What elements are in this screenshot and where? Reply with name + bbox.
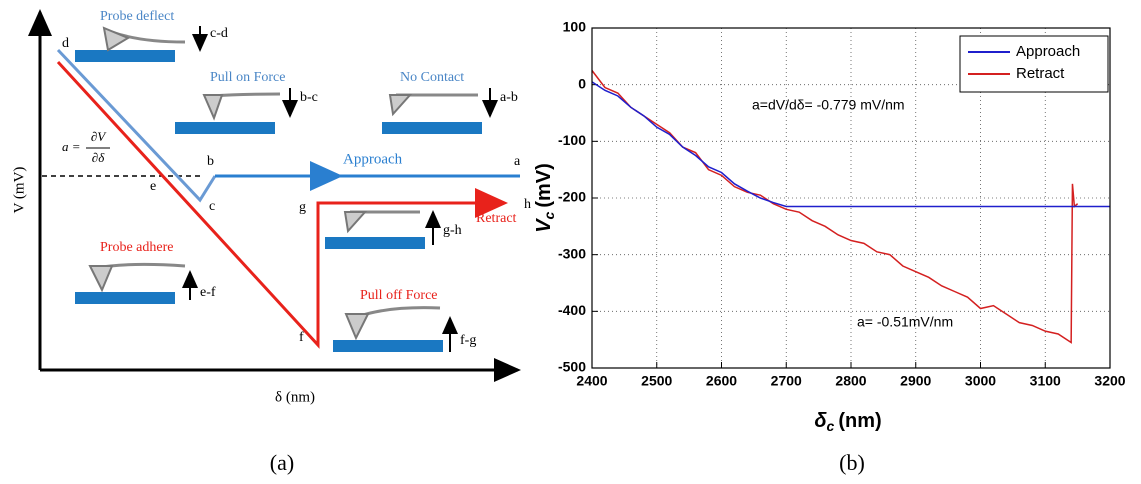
- retract-curve: [56, 60, 508, 349]
- x-tick-label: 2500: [641, 373, 672, 389]
- diagram: V (mV) δ (nm) Approach Retract d b a c e…: [11, 9, 531, 475]
- x-label-unit: (nm): [838, 410, 881, 432]
- state-title: Pull on Force: [210, 70, 285, 85]
- cantilever: [359, 306, 441, 318]
- probe-tip: [344, 313, 370, 341]
- state-title: Pull off Force: [360, 288, 438, 303]
- x-tick-label: 3100: [1030, 373, 1061, 389]
- chart: δc (nm) Vc(mV) (b) -500-400-300-200-10001…: [533, 19, 1125, 475]
- x-tick-label: 2600: [706, 373, 737, 389]
- formula-lhs: a =: [62, 139, 81, 154]
- x-label-sub: c: [827, 418, 835, 434]
- state-arrow: f-g: [460, 333, 476, 348]
- state-arrow: g-h: [443, 223, 462, 238]
- curve-label: Retract: [476, 211, 517, 226]
- probe-tip: [202, 94, 224, 121]
- caption: (a): [270, 450, 294, 475]
- state-arrow: a-b: [500, 90, 518, 105]
- legend-label: Retract: [1016, 65, 1065, 82]
- x-tick-label: 2800: [835, 373, 866, 389]
- approach-curve: [56, 48, 217, 203]
- state-title: Probe adhere: [100, 240, 173, 255]
- plot-frame: [591, 27, 1111, 369]
- x-tick-label: 2900: [900, 373, 931, 389]
- y-tick-label: -200: [558, 189, 586, 205]
- legend-label: Approach: [1016, 43, 1080, 60]
- sample: [75, 50, 175, 62]
- sample: [333, 340, 443, 352]
- point-label: d: [62, 36, 69, 51]
- y-label-sub: c: [541, 211, 557, 219]
- point-label: b: [207, 154, 214, 169]
- legend: Approach Retract: [959, 35, 1109, 93]
- annotation: a= -0.51mV/nm: [857, 314, 953, 330]
- y-label-unit: (mV): [533, 163, 555, 207]
- formula-den: ∂δ: [92, 150, 105, 165]
- probe-tip: [388, 94, 413, 117]
- state-title: No Contact: [400, 70, 464, 85]
- x-axis-label: δc (nm): [814, 410, 881, 433]
- formula: a = ∂V ∂δ: [62, 129, 110, 165]
- point-label: c: [209, 199, 215, 214]
- axis-label: V (mV): [11, 167, 27, 214]
- state-title: Probe deflect: [100, 9, 174, 24]
- data-line: [591, 70, 1079, 344]
- legend-box: [959, 35, 1109, 93]
- formula-num: ∂V: [91, 129, 107, 144]
- y-tick-label: -300: [558, 245, 586, 261]
- x-tick-label: 3000: [965, 373, 996, 389]
- y-axis-label: Vc (mV): [533, 163, 556, 233]
- probe-tip: [102, 26, 131, 52]
- y-label-symbol: V: [533, 218, 555, 233]
- sample: [382, 122, 482, 134]
- y-tick-label: 100: [563, 19, 587, 35]
- annotation: a=dV/dδ= -0.779 mV/nm: [752, 97, 905, 113]
- point-label: e: [150, 179, 156, 194]
- point-label: a: [514, 154, 521, 169]
- sample: [75, 292, 175, 304]
- y-tick-label: -500: [558, 359, 586, 375]
- point-label: h: [524, 197, 531, 212]
- curve-label: Approach: [343, 151, 403, 167]
- axis-label: δ (nm): [275, 389, 315, 405]
- y-tick-label: 0: [578, 75, 586, 91]
- x-tick-label: 2400: [576, 373, 607, 389]
- y-tick-label: -100: [558, 132, 586, 148]
- point-label: f: [299, 330, 304, 345]
- caption: (b): [839, 450, 865, 475]
- point-label: g: [299, 200, 306, 215]
- sample: [325, 237, 425, 249]
- sample: [175, 122, 275, 134]
- data-line: [591, 81, 1110, 208]
- x-label-symbol: δ: [814, 410, 827, 432]
- x-tick-label: 2700: [771, 373, 802, 389]
- state-arrow: c-d: [210, 26, 228, 41]
- probe-tip: [343, 211, 368, 234]
- y-tick-label: -400: [558, 302, 586, 318]
- state-arrow: e-f: [200, 285, 216, 300]
- x-tick-label: 3200: [1094, 373, 1125, 389]
- state-arrow: b-c: [300, 90, 318, 105]
- probe-tip: [88, 265, 114, 293]
